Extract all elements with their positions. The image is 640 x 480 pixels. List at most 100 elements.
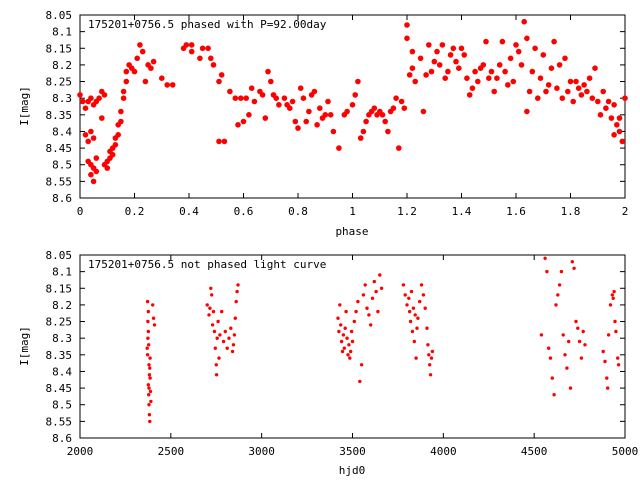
data-point: [212, 329, 217, 334]
data-point: [363, 118, 369, 125]
data-point: [561, 333, 565, 337]
data-point: [469, 85, 476, 91]
x-tick-label: 0: [77, 205, 84, 218]
data-point: [300, 95, 307, 101]
data-point: [418, 299, 422, 304]
data-point: [436, 62, 443, 68]
data-point: [336, 145, 342, 151]
data-point: [420, 108, 427, 115]
data-point: [601, 349, 605, 354]
data-point: [349, 349, 353, 354]
data-point: [109, 151, 116, 158]
data-point: [442, 75, 449, 81]
data-point: [554, 85, 560, 91]
data-point: [385, 128, 391, 135]
data-point: [370, 296, 375, 300]
x-tick-label: 0.2: [125, 205, 145, 218]
data-point: [210, 293, 214, 297]
y-axis-label: I[mag]: [18, 326, 31, 366]
data-point: [419, 283, 424, 287]
data-point: [611, 132, 617, 138]
data-point: [339, 339, 344, 344]
data-point: [573, 78, 579, 85]
data-point: [209, 286, 213, 290]
data-point: [407, 296, 411, 300]
data-point: [429, 356, 434, 360]
data-point: [428, 363, 432, 367]
data-point: [82, 105, 89, 111]
data-point: [339, 323, 343, 327]
data-point: [207, 313, 211, 317]
data-point: [215, 336, 219, 340]
data-point: [545, 269, 549, 274]
data-point: [414, 356, 418, 360]
data-point: [348, 356, 352, 360]
data-point: [372, 279, 376, 284]
data-point: [188, 48, 195, 55]
y-tick-label: 8.55: [46, 175, 73, 188]
data-point: [159, 75, 165, 81]
data-point: [552, 393, 556, 397]
data-point: [545, 82, 552, 88]
data-point: [342, 346, 346, 350]
data-point: [434, 48, 440, 55]
data-point: [131, 68, 138, 75]
data-point: [338, 303, 342, 307]
data-point: [208, 55, 214, 62]
data-point: [356, 299, 360, 304]
y-tick-label: 8.1: [52, 266, 72, 279]
data-point: [543, 88, 549, 95]
data-point: [355, 78, 361, 85]
data-point: [360, 128, 367, 135]
data-point: [236, 283, 240, 287]
data-point: [225, 346, 229, 350]
data-point: [208, 306, 212, 310]
data-point: [408, 319, 413, 324]
y-tick-label: 8.5: [52, 399, 72, 412]
x-tick-label: 2000: [67, 445, 94, 458]
y-tick-label: 8.2: [52, 59, 72, 72]
data-point: [423, 72, 429, 78]
data-point: [164, 82, 170, 88]
data-point: [303, 118, 310, 125]
data-point: [221, 339, 226, 344]
data-point: [551, 38, 557, 45]
data-point: [231, 343, 236, 347]
data-point: [603, 359, 607, 364]
data-point: [345, 336, 349, 340]
data-point: [496, 62, 503, 68]
data-point: [205, 45, 211, 52]
x-tick-label: 0.4: [179, 205, 199, 218]
y-tick-label: 8.05: [46, 9, 73, 22]
x-tick-label: 1: [349, 205, 356, 218]
data-point: [554, 303, 558, 307]
data-point: [529, 68, 536, 75]
data-point: [259, 92, 266, 98]
x-tick-label: 0.6: [234, 205, 254, 218]
data-point: [410, 329, 415, 334]
y-tick-label: 8.4: [52, 365, 72, 378]
data-point: [350, 339, 355, 344]
data-point: [431, 58, 438, 65]
data-point: [218, 72, 225, 78]
data-point: [273, 95, 280, 101]
data-point: [409, 48, 416, 55]
data-point: [428, 373, 433, 377]
x-tick-label: 4000: [430, 445, 457, 458]
data-point: [408, 309, 412, 314]
data-point: [412, 339, 416, 344]
data-point: [146, 309, 150, 314]
data-point: [415, 326, 419, 330]
data-point: [147, 386, 151, 390]
data-point: [608, 303, 613, 307]
data-point: [583, 343, 587, 347]
data-point: [405, 303, 409, 307]
data-point: [104, 165, 111, 171]
data-point: [363, 283, 367, 287]
x-tick-label: 2500: [158, 445, 185, 458]
x-tick-label: 1.6: [506, 205, 526, 218]
data-point: [227, 336, 231, 340]
data-point: [574, 319, 578, 324]
chart-title: 175201+0756.5 phased with P=92.00day: [88, 18, 327, 31]
